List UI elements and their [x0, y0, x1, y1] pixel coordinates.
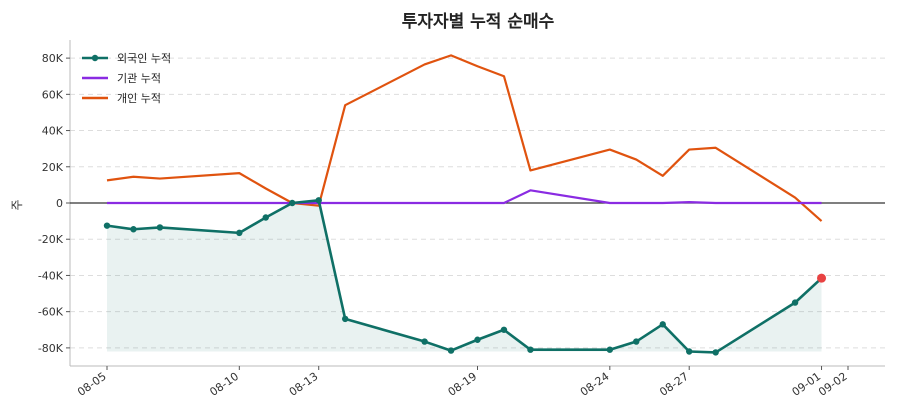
- y-tick-label: 60K: [42, 88, 64, 101]
- y-tick-label: 80K: [42, 52, 64, 65]
- x-tick-label: 08-13: [287, 370, 321, 399]
- x-tick-label: 08-19: [446, 370, 480, 399]
- y-tick-label: -20K: [38, 233, 64, 246]
- series-line-individual: [106, 54, 823, 222]
- y-tick-label: -40K: [38, 269, 64, 282]
- data-point: [474, 336, 481, 343]
- chart-title: 투자자별 누적 순매수: [402, 12, 555, 32]
- data-point: [447, 347, 455, 354]
- series-layer: [103, 54, 827, 356]
- data-point: [791, 299, 799, 306]
- last-point-marker: [817, 273, 827, 283]
- data-point: [527, 346, 534, 353]
- series-line-institution: [107, 189, 822, 205]
- y-ticks: 80K 60K 40K 20K 0 -20K -40K -60K -80K: [38, 52, 70, 355]
- x-tick-label: 09-01: [790, 370, 824, 399]
- y-tick-label: 20K: [42, 161, 64, 174]
- data-point: [686, 348, 693, 355]
- x-tick-label: 08-05: [75, 370, 109, 399]
- data-point: [606, 346, 614, 353]
- y-tick-label: 0: [56, 197, 63, 210]
- legend-label-individual: 개인 누적: [117, 92, 161, 105]
- data-point: [236, 229, 243, 237]
- y-tick-label: 40K: [42, 125, 64, 138]
- x-tick-label: 08-27: [657, 370, 691, 399]
- data-point: [341, 315, 349, 323]
- y-tick-label: -60K: [38, 306, 64, 319]
- data-point: [315, 197, 322, 204]
- data-point: [712, 349, 719, 356]
- series-area-foreign: [107, 200, 822, 353]
- x-tick-label: 08-24: [578, 370, 612, 399]
- data-point: [289, 199, 296, 207]
- series-line-foreign: [106, 198, 823, 354]
- data-point: [156, 224, 164, 231]
- y-tick-label: -80K: [38, 342, 64, 355]
- data-point: [500, 326, 508, 333]
- legend-marker: [91, 54, 99, 62]
- data-point: [633, 338, 640, 345]
- data-point: [103, 222, 111, 229]
- legend-label-foreign: 외국인 누적: [117, 52, 171, 65]
- data-point: [659, 321, 666, 328]
- x-tick-label: 09-02: [816, 370, 850, 399]
- y-axis-label: 주: [10, 199, 24, 210]
- data-point: [262, 214, 269, 221]
- data-point: [130, 226, 137, 233]
- x-tick-label: 08-10: [207, 370, 241, 399]
- data-point: [421, 338, 428, 345]
- legend-label-institution: 기관 누적: [117, 72, 161, 85]
